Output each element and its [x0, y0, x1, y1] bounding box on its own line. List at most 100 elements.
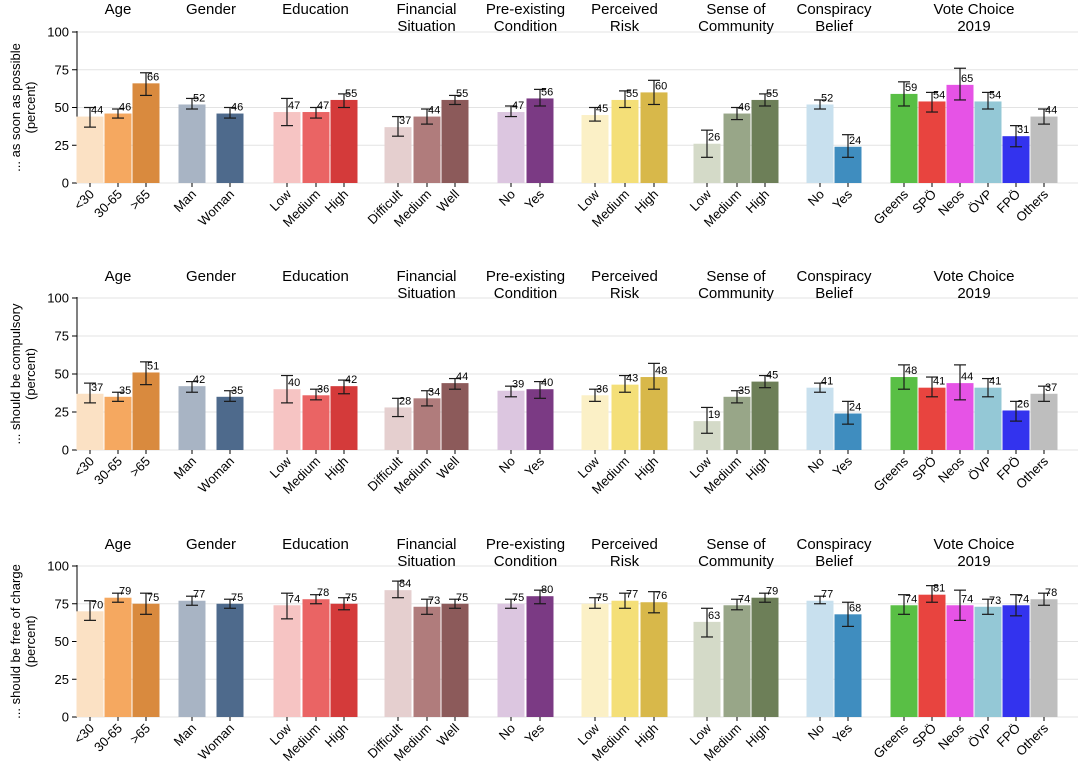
data-label: 74 [288, 593, 300, 605]
data-label: 45 [596, 103, 608, 115]
x-tick-label: High [322, 187, 352, 217]
bar [611, 600, 639, 717]
bar [302, 599, 330, 717]
group-title: Conspiracy [796, 1, 872, 18]
group-title: Education [282, 268, 349, 285]
x-tick-label: Yes [830, 186, 856, 212]
bar [890, 93, 918, 183]
y-axis-label: ... should be free of charge(percent) [8, 564, 38, 719]
x-tick-label: SPÖ [909, 187, 939, 217]
data-label: 44 [456, 371, 468, 383]
data-label: 35 [119, 385, 131, 397]
bar [526, 596, 554, 717]
bar [526, 98, 554, 183]
group-title: Sense of [706, 536, 766, 553]
x-tick-label: No [805, 187, 827, 209]
group-title: Community [698, 553, 774, 570]
data-label: 41 [821, 376, 833, 388]
bar [806, 600, 834, 717]
data-label: 55 [626, 88, 638, 100]
data-label: 44 [961, 371, 973, 383]
group-title: Situation [397, 285, 455, 302]
bar [441, 383, 469, 450]
group-title: Gender [186, 268, 236, 285]
bar [974, 606, 1002, 717]
data-label: 37 [91, 382, 103, 394]
data-label: 35 [231, 385, 243, 397]
bar [1030, 393, 1058, 450]
group-title: Gender [186, 536, 236, 553]
data-label: 75 [231, 592, 243, 604]
data-label: 47 [317, 100, 329, 112]
data-label: 54 [989, 89, 1001, 101]
group-title: Perceived [591, 268, 658, 285]
x-tick-label: High [632, 187, 662, 217]
bar [132, 603, 160, 717]
x-tick-label: >65 [127, 187, 153, 213]
bar [806, 104, 834, 183]
data-label: 46 [738, 102, 750, 114]
data-label: 77 [626, 589, 638, 601]
group-title: Perceived [591, 536, 658, 553]
bar [693, 621, 721, 717]
x-tick-label: No [496, 721, 518, 743]
data-label: 40 [541, 377, 553, 389]
x-tick-label: High [743, 454, 773, 484]
bar [751, 99, 779, 183]
data-label: 42 [193, 374, 205, 386]
bar [526, 389, 554, 450]
group-title: Risk [610, 285, 640, 302]
bar [497, 603, 525, 717]
group-title: Education [282, 1, 349, 18]
y-tick-label: 25 [55, 405, 69, 420]
y-axis-label-line: ... should be free of charge [8, 564, 23, 719]
x-tick-label: Well [434, 453, 462, 481]
y-tick-label: 100 [47, 559, 69, 574]
x-tick-label: High [322, 454, 352, 484]
y-axis-label-line: ... as soon as possible [8, 43, 23, 172]
x-tick-label: Greens [870, 186, 911, 227]
x-tick-label: Others [1013, 720, 1052, 759]
bar [611, 384, 639, 450]
bar [104, 113, 132, 183]
data-label: 75 [456, 592, 468, 604]
data-label: 66 [147, 71, 159, 83]
bar [216, 603, 244, 717]
bar [611, 99, 639, 183]
y-tick-label: 50 [55, 634, 69, 649]
data-label: 77 [193, 589, 205, 601]
bar [497, 112, 525, 183]
group-title: Age [105, 536, 132, 553]
bar [384, 590, 412, 717]
data-label: 75 [345, 592, 357, 604]
data-label: 36 [596, 383, 608, 395]
x-tick-label: SPÖ [909, 721, 939, 751]
data-label: 77 [821, 589, 833, 601]
bar [974, 387, 1002, 450]
bar [581, 395, 609, 450]
data-label: 41 [933, 376, 945, 388]
x-tick-label: No [496, 454, 518, 476]
bar [178, 104, 206, 183]
data-label: 28 [399, 395, 411, 407]
x-tick-label: Greens [870, 720, 911, 761]
data-label: 42 [345, 374, 357, 386]
x-tick-label: Yes [522, 453, 548, 479]
x-tick-label: Woman [195, 454, 237, 496]
group-title: Sense of [706, 1, 766, 18]
data-label: 47 [512, 100, 524, 112]
data-label: 70 [91, 599, 103, 611]
data-label: 31 [1017, 124, 1029, 136]
x-tick-label: Woman [195, 187, 237, 229]
bar [918, 101, 946, 183]
x-tick-label: ÖVP [965, 454, 995, 484]
bar [806, 387, 834, 450]
x-tick-label: Neos [935, 453, 967, 485]
group-title: Condition [494, 553, 557, 570]
data-label: 48 [655, 365, 667, 377]
x-tick-label: High [632, 721, 662, 751]
x-tick-label: SPÖ [909, 454, 939, 484]
data-label: 46 [231, 102, 243, 114]
x-tick-label: >65 [127, 454, 153, 480]
